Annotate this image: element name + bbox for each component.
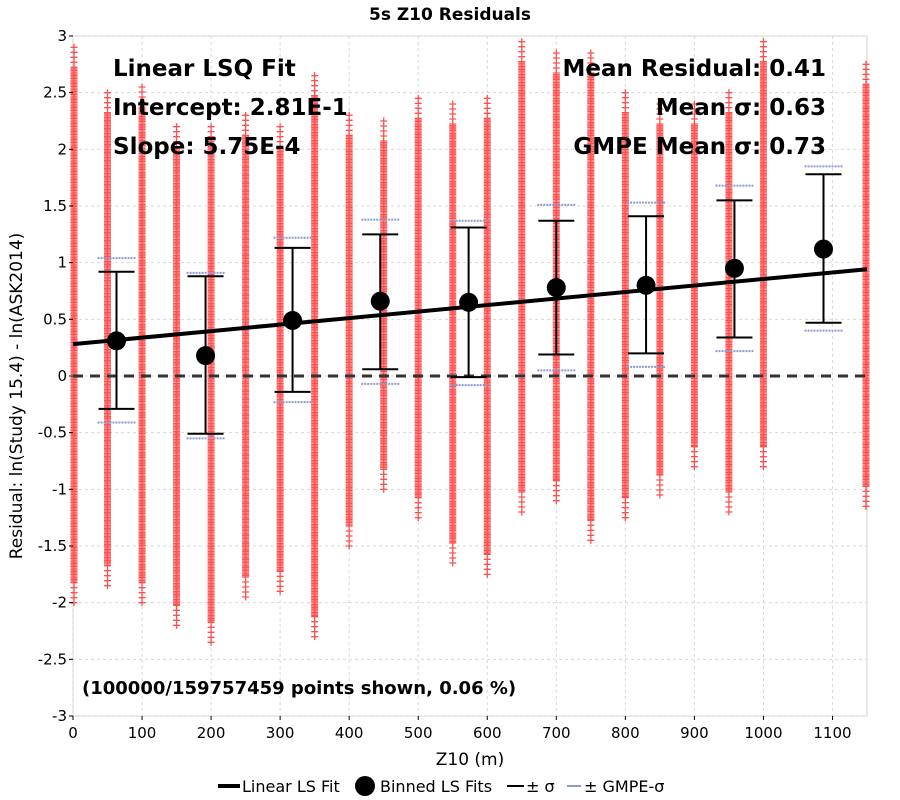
annotation-gmpe-mean-sigma: GMPE Mean σ: 0.73	[573, 134, 826, 160]
x-tick-label: 400	[335, 724, 364, 742]
annotation-mean-residual: Mean Residual: 0.41	[563, 56, 826, 82]
y-tick-label: -2.5	[38, 650, 67, 668]
scatter-column	[759, 38, 767, 471]
x-tick-label: 100	[128, 724, 157, 742]
scatter-column	[311, 72, 319, 641]
y-tick-label: 2.5	[43, 84, 67, 102]
scatter-column	[242, 111, 250, 601]
x-tick-label: 900	[680, 724, 709, 742]
scatter-column	[518, 38, 526, 516]
y-tick-label: -1.5	[38, 537, 67, 555]
binned-fit-point	[546, 278, 566, 298]
scatter-column	[207, 123, 215, 646]
legend-binned-swatch	[355, 776, 375, 796]
y-tick-label: 0.5	[43, 310, 67, 328]
legend-fit-label: Linear LS Fit	[242, 777, 340, 796]
x-tick-label: 300	[266, 724, 295, 742]
annotation-fit-title: Linear LSQ Fit	[113, 56, 296, 82]
x-axis-ticks: 0 100 200 300 400 500 600 700 800 900 1000 1100	[68, 716, 852, 742]
y-tick-label: 2	[57, 140, 67, 158]
legend-gmpe-label: ± GMPE-σ	[584, 777, 664, 796]
legend-sigma-label: ± σ	[526, 777, 555, 796]
binned-fit-point	[196, 346, 216, 366]
x-tick-label: 0	[68, 724, 78, 742]
x-tick-label: 700	[542, 724, 571, 742]
scatter-column	[173, 123, 181, 629]
x-tick-label: 200	[197, 724, 226, 742]
scatter-column	[449, 100, 457, 567]
y-tick-label: -0.5	[38, 424, 67, 442]
y-tick-label: 1.5	[43, 197, 67, 215]
y-tick-label: -2	[52, 594, 67, 612]
binned-fit-point	[724, 258, 744, 278]
annotation-mean-sigma: Mean σ: 0.63	[656, 95, 826, 121]
binned-fit-point	[459, 292, 479, 312]
x-tick-label: 1100	[813, 724, 851, 742]
x-axis-title: Z10 (m)	[436, 750, 505, 770]
binned-fit-point	[283, 310, 303, 330]
x-tick-label: 800	[611, 724, 640, 742]
scatter-column	[862, 60, 870, 510]
scatter-column	[483, 94, 491, 578]
scatter-column	[345, 111, 353, 550]
annotation-slope: Slope: 5.75E-4	[113, 134, 301, 160]
scatter-points	[70, 38, 870, 646]
binned-fit-point	[370, 291, 390, 311]
points-shown-note: (100000/159757459 points shown, 0.06 %)	[82, 678, 516, 699]
y-tick-label: 3	[57, 27, 67, 45]
y-tick-label: -1	[52, 480, 67, 498]
legend-binned-label: Binned LS Fits	[380, 777, 492, 796]
x-tick-label: 600	[473, 724, 502, 742]
x-tick-label: 1000	[744, 724, 782, 742]
x-tick-label: 500	[404, 724, 433, 742]
scatter-column	[690, 100, 698, 471]
y-axis-title: Residual: ln(Study 15.4) - ln(ASK2014)	[7, 233, 27, 560]
y-axis-ticks: -3 -2.5 -2 -1.5 -1 -0.5 0 0.5 1 1.5 2 2.5 3	[38, 27, 73, 725]
chart-title: 5s Z10 Residuals	[369, 5, 531, 25]
scatter-column	[104, 89, 112, 590]
binned-fit-point	[636, 275, 656, 295]
y-tick-label: -3	[52, 707, 67, 725]
scatter-column	[587, 49, 595, 544]
scatter-column	[70, 43, 78, 607]
binned-fits	[97, 165, 843, 440]
annotation-intercept: Intercept: 2.81E-1	[113, 95, 348, 121]
legend: Linear LS Fit Binned LS Fits ± σ ± GMPE-…	[218, 776, 664, 796]
binned-fit-point	[106, 331, 126, 351]
scatter-column	[276, 123, 284, 595]
scatter-column	[138, 83, 146, 607]
y-tick-label: 1	[57, 254, 67, 272]
scatter-column	[414, 94, 422, 522]
scatter-column	[656, 100, 664, 499]
binned-fit-point	[814, 239, 834, 259]
y-tick-label: 0	[57, 367, 67, 385]
